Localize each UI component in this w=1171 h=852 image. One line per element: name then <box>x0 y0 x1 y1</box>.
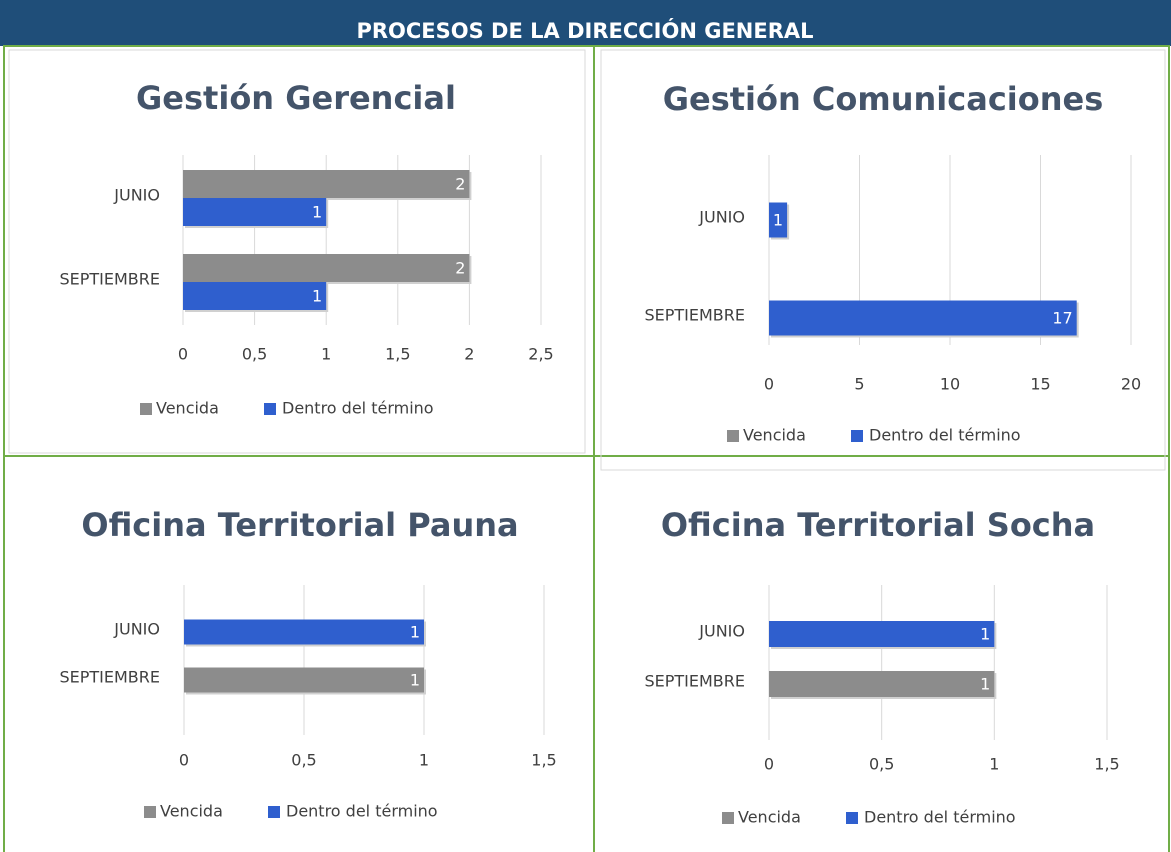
x-tick-label: 1 <box>989 755 999 774</box>
legend-swatch <box>264 403 276 415</box>
category-label: SEPTIEMBRE <box>59 270 160 289</box>
legend-swatch <box>722 812 734 824</box>
x-tick-label: 10 <box>940 375 960 394</box>
bar <box>769 671 995 697</box>
x-tick-label: 0,5 <box>242 345 267 364</box>
value-label: 2 <box>455 175 465 194</box>
value-label: 1 <box>312 287 322 306</box>
x-tick-label: 15 <box>1030 375 1050 394</box>
x-tick-label: 1,5 <box>385 345 410 364</box>
chart-title: Oficina Territorial Pauna <box>81 506 518 544</box>
header-title: PROCESOS DE LA DIRECCIÓN GENERAL <box>356 18 813 43</box>
chart-title: Gestión Comunicaciones <box>663 80 1104 118</box>
bar <box>769 300 1077 336</box>
legend-label: Dentro del término <box>282 399 434 418</box>
bar <box>183 282 327 310</box>
value-label: 17 <box>1052 309 1072 328</box>
bar <box>769 621 995 647</box>
x-tick-label: 0 <box>178 345 188 364</box>
value-label: 1 <box>312 203 322 222</box>
x-tick-label: 1,5 <box>1094 755 1119 774</box>
legend-label: Vencida <box>743 426 806 445</box>
chart-title: Gestión Gerencial <box>136 79 456 117</box>
x-tick-label: 1 <box>419 751 429 770</box>
value-label: 1 <box>410 671 420 690</box>
x-tick-label: 0,5 <box>869 755 894 774</box>
x-tick-label: 2,5 <box>528 345 553 364</box>
x-tick-label: 1 <box>321 345 331 364</box>
x-tick-label: 2 <box>464 345 474 364</box>
category-label: SEPTIEMBRE <box>644 306 745 325</box>
value-label: 1 <box>773 211 783 230</box>
legend-swatch <box>851 430 863 442</box>
header-bar <box>0 0 1171 46</box>
bar <box>183 170 470 198</box>
bar <box>769 202 788 238</box>
x-tick-label: 0 <box>179 751 189 770</box>
value-label: 1 <box>980 675 990 694</box>
x-tick-label: 1,5 <box>531 751 556 770</box>
x-tick-label: 0 <box>764 755 774 774</box>
legend-swatch <box>140 403 152 415</box>
x-tick-label: 0 <box>764 375 774 394</box>
legend-label: Vencida <box>160 802 223 821</box>
value-label: 1 <box>410 623 420 642</box>
category-label: JUNIO <box>113 186 160 205</box>
chart-frame <box>8 49 586 454</box>
bar <box>183 254 470 282</box>
legend-label: Vencida <box>738 808 801 827</box>
category-label: JUNIO <box>113 620 160 639</box>
bar <box>184 667 424 693</box>
legend-swatch <box>846 812 858 824</box>
category-label: JUNIO <box>698 208 745 227</box>
cell-border <box>593 455 1170 852</box>
legend-label: Dentro del término <box>864 808 1016 827</box>
legend-swatch <box>727 430 739 442</box>
x-tick-label: 5 <box>854 375 864 394</box>
legend-label: Dentro del término <box>286 802 438 821</box>
legend-label: Vencida <box>156 399 219 418</box>
legend-swatch <box>144 806 156 818</box>
x-tick-label: 0,5 <box>291 751 316 770</box>
category-label: SEPTIEMBRE <box>59 668 160 687</box>
category-label: JUNIO <box>698 622 745 641</box>
x-tick-label: 20 <box>1121 375 1141 394</box>
bar <box>183 198 327 226</box>
value-label: 1 <box>980 625 990 644</box>
legend-label: Dentro del término <box>869 426 1021 445</box>
category-label: SEPTIEMBRE <box>644 672 745 691</box>
value-label: 2 <box>455 259 465 278</box>
chart-title: Oficina Territorial Socha <box>661 506 1095 544</box>
legend-swatch <box>268 806 280 818</box>
chart-frame <box>600 49 1166 471</box>
bar <box>184 619 424 645</box>
